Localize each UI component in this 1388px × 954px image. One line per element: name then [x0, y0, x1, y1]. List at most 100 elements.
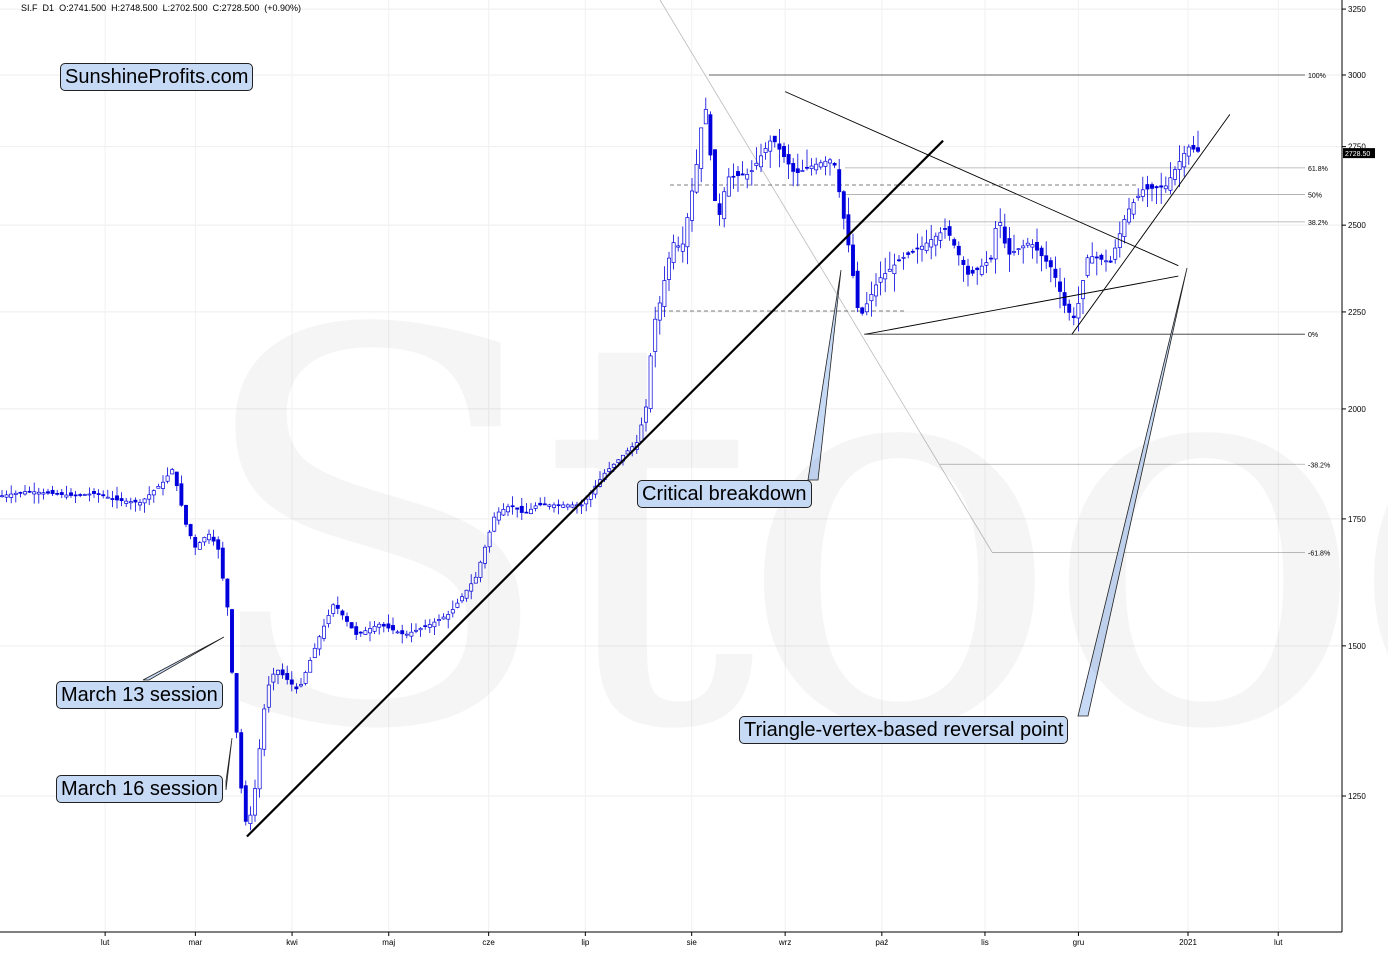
candle-body — [970, 269, 975, 274]
x-axis: lut mar kwi maj cze lip sie wrz paź lis gru 2021 lut — [0, 931, 1342, 947]
candle-body — [745, 174, 750, 180]
candle-body — [878, 277, 883, 283]
candle-body — [979, 265, 984, 275]
trendline — [246, 139, 944, 838]
candle-body — [1186, 146, 1191, 157]
candle-body — [174, 471, 179, 487]
candle-body — [841, 191, 846, 219]
fib-label: 0% — [1308, 332, 1318, 339]
candle-body — [285, 673, 290, 680]
candle-body — [464, 589, 469, 599]
candle-body — [156, 486, 161, 489]
candle-body — [276, 669, 280, 675]
pointer-march13 — [142, 636, 225, 681]
x-tick-label: maj — [382, 938, 395, 947]
candle-body — [800, 170, 805, 172]
candle-body — [851, 244, 855, 276]
candle-body — [331, 604, 336, 614]
candle-body — [993, 228, 998, 260]
candle-body — [124, 500, 129, 504]
candle-body — [377, 623, 382, 628]
candle-body — [920, 245, 924, 250]
candle-body — [943, 228, 947, 230]
candle-body — [133, 499, 138, 503]
candle-body — [202, 537, 207, 543]
candle-body — [828, 159, 832, 164]
candle-body — [933, 235, 938, 246]
candle-body — [1039, 247, 1044, 257]
candle-body — [975, 267, 980, 271]
candle-body — [427, 624, 432, 628]
y-tick-label: 1750 — [1348, 515, 1366, 524]
candle-body — [1044, 255, 1049, 262]
candle-body — [197, 542, 202, 550]
candle-body — [1163, 185, 1168, 190]
candle-body — [1076, 303, 1081, 319]
candle-body — [87, 493, 92, 496]
candle-body — [763, 148, 768, 153]
candle-body — [0, 495, 4, 498]
candle-body — [1071, 315, 1076, 319]
candle-body — [887, 268, 892, 272]
candle-body — [478, 561, 483, 578]
candle-body — [869, 294, 874, 302]
candle-body — [759, 155, 763, 168]
candle-body — [809, 165, 814, 169]
candle-body — [386, 623, 391, 629]
candle-body — [644, 406, 648, 423]
annotation-march13: March 13 session — [56, 681, 223, 709]
candle-body — [915, 247, 920, 250]
candle-body — [648, 355, 653, 409]
candle-body — [611, 463, 616, 468]
candle-body — [138, 502, 142, 506]
candle-body — [874, 284, 878, 297]
candle-body — [772, 135, 777, 143]
candle-body — [713, 149, 717, 202]
candle-body — [694, 164, 699, 193]
y-tick-label: 2500 — [1348, 221, 1366, 230]
x-tick-label: lut — [101, 938, 110, 947]
candle-body — [110, 498, 115, 500]
annotation-pointers — [142, 267, 1188, 791]
candle-body — [956, 245, 961, 256]
candle-body — [41, 492, 46, 495]
candle-body — [1030, 244, 1035, 248]
candle-body — [1058, 281, 1062, 292]
trendline — [865, 275, 1179, 335]
candle-body — [607, 468, 612, 472]
candle-body — [795, 168, 800, 173]
chart-grid — [0, 0, 1342, 932]
candle-body — [1053, 268, 1058, 278]
candle-body — [381, 623, 386, 627]
candle-body — [1173, 169, 1177, 180]
fib-diagonal — [659, 0, 993, 553]
y-axis: 1250 1500 1750 2000 2250 2500 2750 3000 3250 2728… — [1341, 0, 1375, 932]
candle-body — [1090, 256, 1095, 264]
x-tick-label: 2021 — [1179, 938, 1197, 947]
ohlc-readout: O:2741.500 H:2748.500 L:2702.500 C:2728.… — [59, 3, 301, 13]
candle-body — [105, 496, 110, 499]
candle-body — [1136, 195, 1141, 198]
trendlines — [246, 91, 1231, 838]
candle-body — [299, 684, 303, 687]
candle-body — [423, 625, 428, 627]
candle-body — [473, 576, 478, 584]
candle-body — [685, 217, 690, 248]
candle-body — [69, 492, 73, 496]
last-price-tag — [1343, 148, 1375, 159]
candle-body — [432, 621, 437, 628]
candle-body — [55, 493, 60, 495]
annotation-critical-breakdown: Critical breakdown — [637, 480, 812, 508]
x-tick-label: paź — [875, 938, 888, 947]
candle-body — [938, 232, 943, 241]
candle-body — [234, 673, 239, 733]
candle-body — [542, 503, 547, 506]
candle-body — [814, 163, 819, 171]
candle-body — [906, 252, 911, 255]
candle-body — [225, 578, 230, 608]
candle-body — [1122, 219, 1127, 237]
candle-body — [64, 494, 69, 498]
candle-body — [837, 169, 842, 193]
candle-body — [529, 508, 533, 515]
